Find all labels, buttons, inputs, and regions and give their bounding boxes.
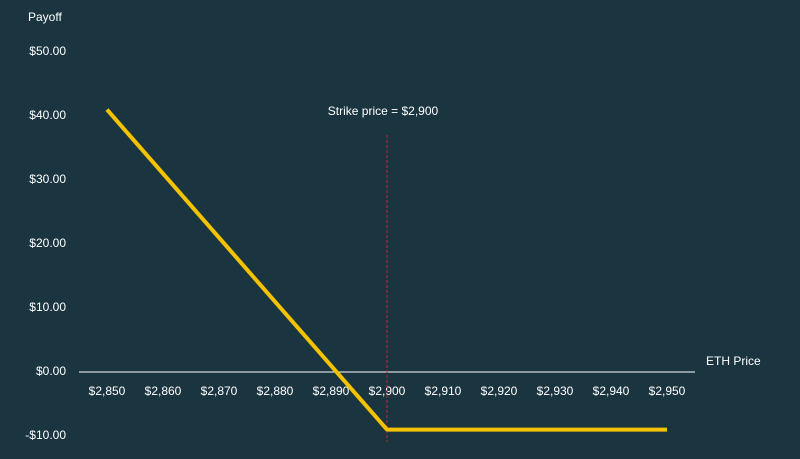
x-tick-label: $2,950 [649,384,686,398]
y-tick-label: $30.00 [29,172,66,186]
y-axis-label: Payoff [28,10,62,24]
y-tick-label: $40.00 [29,108,66,122]
x-tick-label: $2,880 [257,384,294,398]
x-tick-label: $2,910 [425,384,462,398]
x-tick-label: $2,850 [89,384,126,398]
x-tick-label: $2,860 [145,384,182,398]
x-tick-label: $2,890 [313,384,350,398]
x-tick-label: $2,920 [481,384,518,398]
y-tick-label: $50.00 [29,44,66,58]
x-axis-label: ETH Price [706,354,761,368]
annotation: Strike price = $2,900 [328,104,439,118]
y-tick-label: $10.00 [29,300,66,314]
x-tick-label: $2,870 [201,384,238,398]
x-tick-label: $2,940 [593,384,630,398]
x-tick-label: $2,930 [537,384,574,398]
y-tick-label: $0.00 [36,364,66,378]
y-tick-label: $20.00 [29,236,66,250]
payoff-line [105,108,667,432]
y-tick-label: -$10.00 [25,428,66,442]
